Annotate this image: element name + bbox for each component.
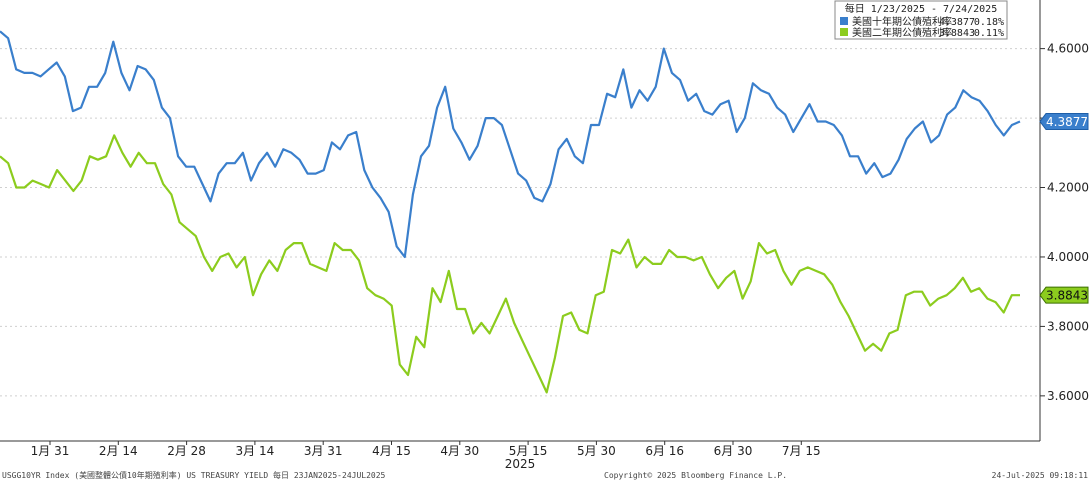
footer-center: Copyright© 2025 Bloomberg Finance L.P. [604, 471, 787, 480]
legend-swatch-10y [840, 17, 848, 25]
y-tick-label: 4.2000 [1047, 181, 1089, 195]
series-layer [0, 30, 1021, 394]
legend-swatch-2y [840, 28, 848, 36]
legend: 每日 1/23/2025 - 7/24/2025 美國十年期公債殖利率 4.38… [834, 0, 1008, 40]
y-tick-label: 4.0000 [1047, 250, 1089, 264]
x-tick-label: 3月 31 [304, 444, 343, 458]
x-tick-label: 5月 30 [577, 444, 616, 458]
x-tick-label: 4月 30 [440, 444, 479, 458]
last-value-tag-1: 3.8843 [1039, 286, 1089, 304]
x-axis: 1月 31 2月 14 2月 28 3月 14 3月 31 4月 15 4月 30 5月 15… [31, 441, 821, 458]
legend-value-2y: 3.8843 [939, 28, 975, 39]
legend-box [834, 0, 1008, 40]
x-tick-label: 3月 14 [236, 444, 275, 458]
legend-change-10y: 0.18% [974, 17, 1004, 28]
legend-change-2y: 0.11% [974, 28, 1004, 39]
y-tick-label: 3.6000 [1047, 389, 1089, 403]
grid-lines [0, 48, 1040, 397]
x-tick-label: 2月 14 [99, 444, 138, 458]
last-value-label-1: 3.8843 [1046, 289, 1088, 303]
series-line-1 [0, 134, 1020, 394]
x-tick-label: 2月 28 [167, 444, 206, 458]
x-tick-label: 6月 30 [714, 444, 753, 458]
y-tick-label: 4.6000 [1047, 42, 1089, 56]
y-tick-label: 3.8000 [1047, 319, 1089, 333]
x-tick-label: 1月 31 [31, 444, 70, 458]
x-tick-label: 5月 15 [509, 444, 548, 458]
legend-header: 每日 1/23/2025 - 7/24/2025 [845, 2, 997, 15]
footer-right: 24-Jul-2025 09:18:11 [992, 471, 1089, 480]
last-value-tag-0: 4.3877 [1039, 113, 1089, 131]
legend-label-2y: 美國二年期公債殖利率 [852, 26, 952, 39]
value-tags: 4.3877 3.8843 [1039, 113, 1089, 304]
legend-value-10y: 4.3877 [939, 17, 975, 28]
series-line-0 [0, 30, 1021, 259]
footer-left: USGG10YR Index (美國整體公債10年期殖利率) US TREASU… [2, 470, 386, 480]
legend-label-10y: 美國十年期公債殖利率 [852, 15, 952, 28]
year-label: 2025 [505, 457, 536, 471]
x-tick-label: 6月 16 [645, 444, 684, 458]
x-tick-label: 7月 15 [782, 444, 821, 458]
last-value-label-0: 4.3877 [1046, 115, 1088, 129]
x-tick-label: 4月 15 [372, 444, 411, 458]
